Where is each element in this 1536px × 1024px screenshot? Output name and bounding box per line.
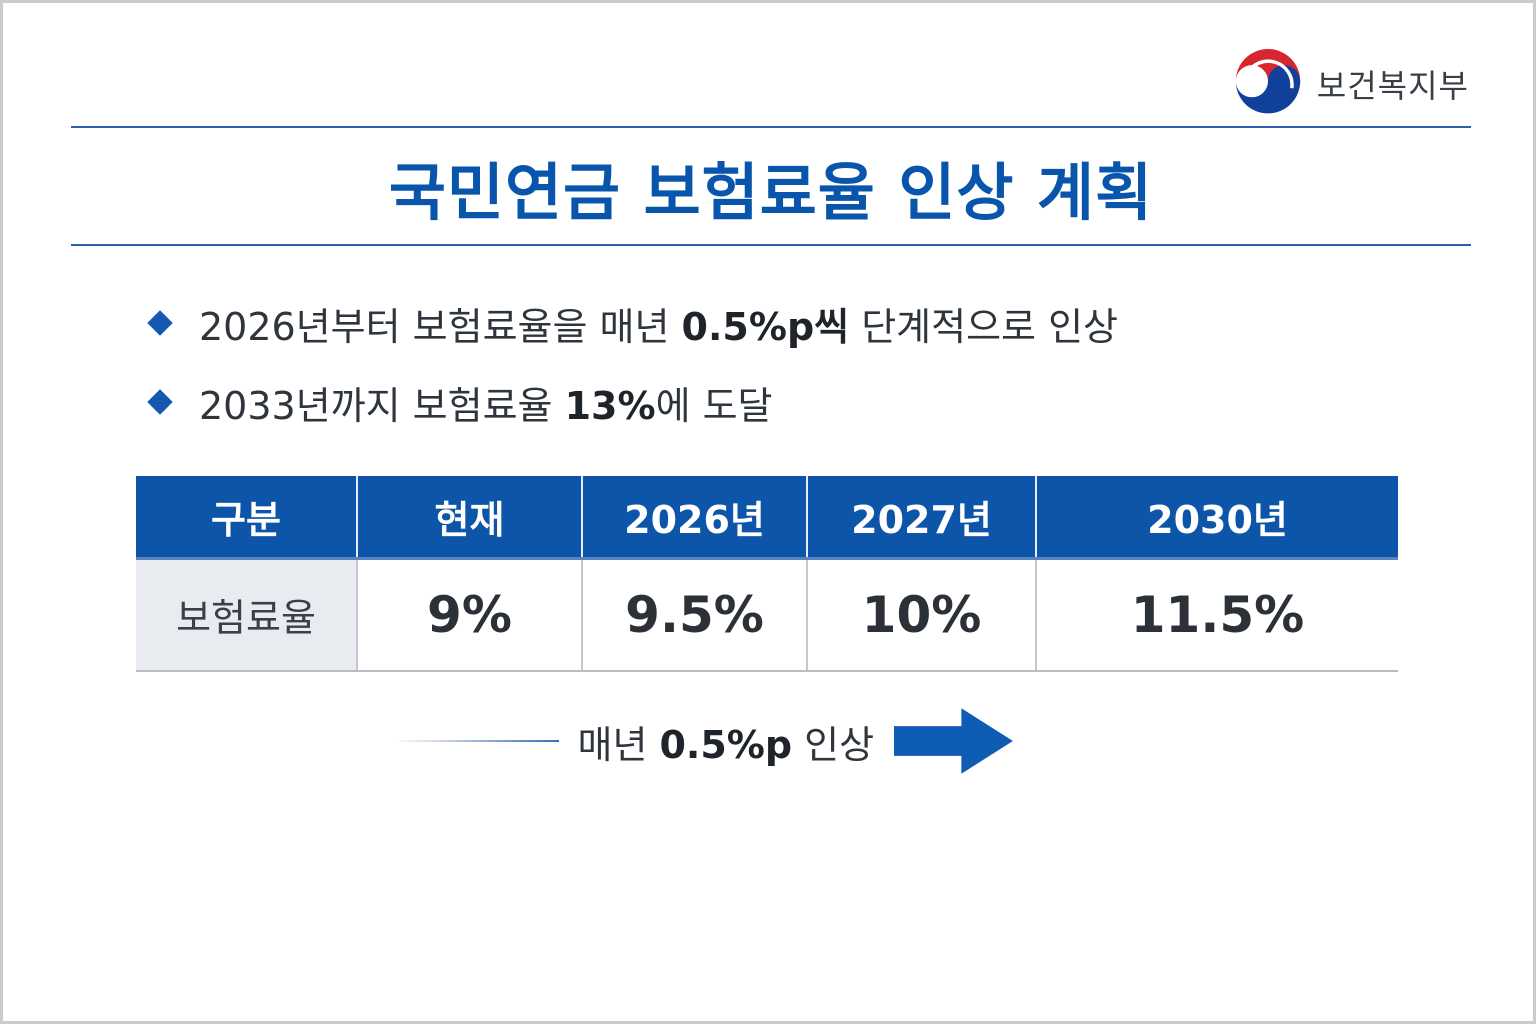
table-row-label: 보험료율 — [136, 558, 358, 672]
table-cell-2030: 11.5% — [1036, 558, 1398, 672]
table-header-current: 현재 — [357, 476, 583, 560]
annual-increase-text: 매년 0.5%p 인상 — [577, 714, 874, 769]
bullet-text-bold: 0.5%p씩 — [681, 304, 850, 349]
diamond-bullet-icon — [147, 389, 173, 415]
bullet-item: 2026년부터 보험료율을 매년 0.5%p씩 단계적으로 인상 — [143, 293, 1243, 353]
annual-text-bold: 0.5%p — [659, 722, 793, 767]
table-cell-2027: 10% — [807, 558, 1037, 672]
bullet-list: 2026년부터 보험료율을 매년 0.5%p씩 단계적으로 인상 2033년까지… — [143, 293, 1243, 451]
title-rule-bottom — [71, 244, 1471, 246]
page-title: 국민연금 보험료율 인상 계획 — [388, 156, 1154, 229]
table-header-2027: 2027년 — [807, 476, 1037, 560]
lead-line — [393, 740, 560, 742]
bullet-text: 2033년까지 보험료율 13%에 도달 — [199, 375, 773, 430]
contribution-rate-table: 구분 현재 2026년 2027년 2030년 보험료율 9% 9.5% 10%… — [136, 476, 1398, 672]
annual-text-suffix: 인상 — [792, 722, 875, 767]
annual-increase-note: 매년 0.5%p 인상 — [393, 708, 1013, 774]
arrow-right-icon — [894, 708, 1013, 774]
bullet-text: 2026년부터 보험료율을 매년 0.5%p씩 단계적으로 인상 — [199, 296, 1118, 351]
bullet-text-start: 2033년까지 보험료율 — [199, 383, 565, 428]
table-cell-2026: 9.5% — [582, 558, 808, 672]
bullet-item: 2033년까지 보험료율 13%에 도달 — [143, 372, 1243, 432]
bullet-text-bold: 13% — [564, 383, 656, 428]
table-header-category: 구분 — [136, 476, 358, 560]
bullet-text-end: 단계적으로 인상 — [849, 304, 1118, 349]
table-row: 보험료율 9% 9.5% 10% 11.5% — [136, 558, 1398, 672]
table-cell-current: 9% — [357, 558, 583, 672]
ministry-name: 보건복지부 — [1316, 67, 1469, 105]
table-header-row: 구분 현재 2026년 2027년 2030년 — [136, 476, 1398, 560]
table-header-2030: 2030년 — [1036, 476, 1398, 560]
bullet-text-end: 에 도달 — [655, 383, 773, 428]
title-rule-top — [71, 126, 1471, 128]
table-header-2026: 2026년 — [582, 476, 808, 560]
bullet-text-start: 2026년부터 보험료율을 매년 — [199, 304, 682, 349]
annual-text-prefix: 매년 — [577, 722, 660, 767]
ministry-logo: 보건복지부 — [1233, 49, 1469, 119]
taegeuk-emblem-icon — [1235, 49, 1300, 114]
diamond-bullet-icon — [147, 310, 173, 336]
